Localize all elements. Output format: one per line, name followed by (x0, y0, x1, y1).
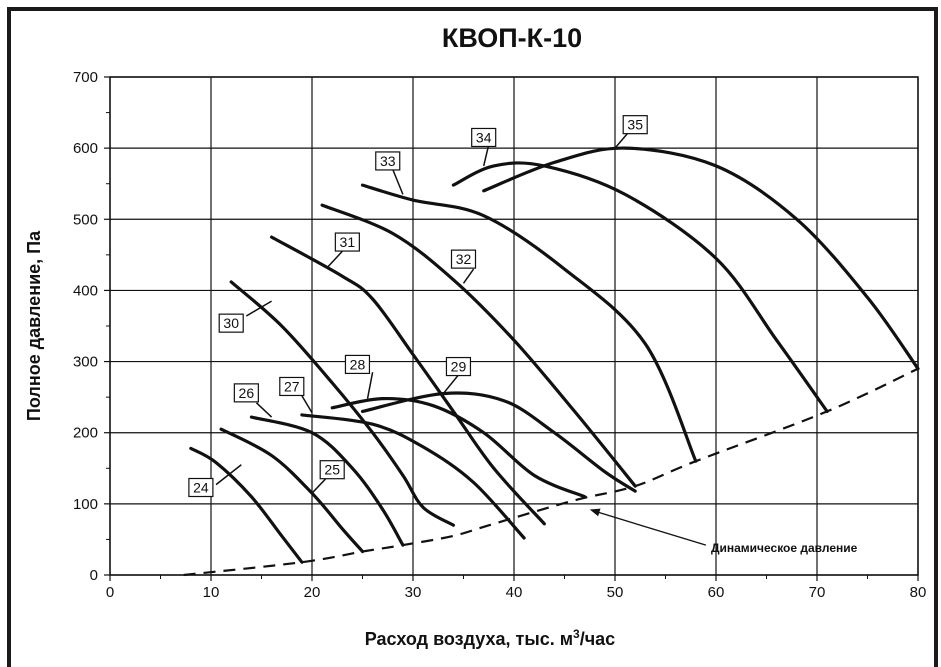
x-tick-label: 10 (203, 584, 220, 601)
label-leader-32 (462, 268, 475, 284)
x-axis-label-sup: 3 (573, 627, 580, 641)
y-tick-label: 0 (90, 567, 98, 584)
fan-curve-28 (330, 396, 587, 499)
curve-label-box-34 (471, 127, 497, 148)
x-tick-label: 70 (809, 584, 826, 601)
curve-labels: 24 25 26 27 28 29 30 31 32 33 34 35 (188, 115, 707, 546)
label-leader-28 (366, 372, 374, 399)
label-leader-27 (301, 395, 313, 414)
curve-label-32: 32 (456, 251, 472, 267)
curve-label-35: 35 (627, 117, 643, 133)
fan-curve-31 (270, 235, 546, 526)
curve-label-box-30 (218, 313, 244, 333)
annotation-arrow-head (589, 508, 601, 517)
fan-curve-33 (360, 183, 698, 463)
fan-curve-30 (229, 280, 455, 527)
curve-label-33: 33 (380, 153, 396, 169)
curve-label-box-25 (319, 460, 345, 480)
y-tick-label: 600 (73, 140, 98, 157)
curve-label-box-26 (233, 383, 259, 403)
curve-label-box-27 (279, 376, 305, 397)
curve-label-27: 27 (284, 378, 300, 394)
label-leader-24 (215, 464, 242, 486)
label-leader-26 (255, 402, 273, 418)
y-tick-label: 400 (73, 282, 98, 299)
y-tick-label: 300 (73, 354, 98, 371)
chart-frame (7, 7, 938, 667)
curve-label-box-29 (445, 356, 472, 377)
curve-label-24: 24 (193, 479, 209, 495)
fan-curve-25 (219, 427, 365, 554)
x-tick-label: 40 (506, 584, 523, 601)
x-tick-label: 20 (304, 584, 321, 601)
curve-label-box-33 (375, 151, 401, 171)
curve-label-box-32 (450, 249, 477, 269)
curves (183, 146, 920, 577)
label-leader-34 (482, 144, 490, 167)
curve-label-25: 25 (324, 462, 340, 478)
fan-curve-34 (451, 161, 829, 413)
curve-label-box-35 (622, 115, 648, 135)
y-tick-label: 700 (73, 69, 98, 86)
x-tick-label: 0 (106, 584, 114, 601)
fan-curve-26 (249, 415, 405, 547)
x-tick-label: 30 (405, 584, 422, 601)
y-tick-label: 100 (73, 496, 98, 513)
curve-label-28: 28 (350, 356, 366, 372)
label-leader-30 (245, 300, 272, 317)
curve-label-29: 29 (451, 359, 467, 375)
y-axis-label: Полное давление, Па (24, 230, 44, 421)
label-leader-31 (326, 250, 343, 269)
label-leader-33 (392, 169, 404, 195)
fan-curve-32 (320, 203, 637, 488)
curve-label-34: 34 (476, 129, 492, 145)
x-axis-label: Расход воздуха, тыс. м3/час (365, 627, 615, 649)
curve-label-31: 31 (340, 234, 356, 250)
fan-curve-29 (360, 391, 637, 493)
fan-curve-27 (300, 413, 526, 540)
curve-label-box-28 (344, 354, 371, 375)
curve-label-box-24 (188, 477, 214, 498)
x-tick-label: 50 (607, 584, 624, 601)
fan-curve-35 (482, 146, 920, 371)
dynamic-pressure-curve (183, 367, 919, 577)
dynamic-pressure-annotation: Динамическое давление (711, 541, 858, 555)
curve-label-26: 26 (239, 385, 255, 401)
curve-label-30: 30 (223, 315, 239, 331)
x-axis-label-tail: /час (580, 629, 615, 649)
annotation-arrow-line (595, 510, 707, 546)
chart-title: КВОП-К-10 (442, 23, 582, 53)
fan-curve-24 (189, 446, 304, 564)
tick-labels: 0 10 20 30 40 50 60 70 80 0 100 200 300 400 500 600 700 (73, 69, 926, 601)
x-tick-label: 80 (910, 584, 927, 601)
curve-label-box-31 (334, 232, 360, 252)
x-axis-label-main: Расход воздуха, тыс. м (365, 629, 573, 649)
x-tick-label: 60 (708, 584, 725, 601)
y-tick-label: 200 (73, 425, 98, 442)
y-tick-label: 500 (73, 211, 98, 228)
